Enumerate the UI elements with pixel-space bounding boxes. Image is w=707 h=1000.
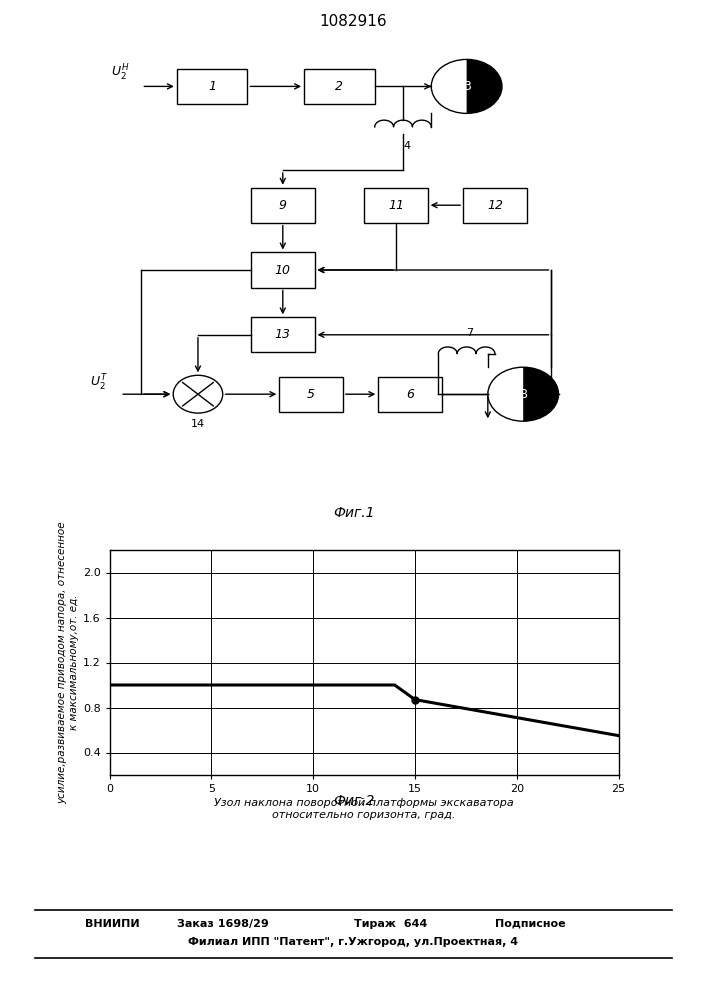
Text: Фиг.2: Фиг.2 <box>333 794 374 808</box>
Text: ВНИИПИ: ВНИИПИ <box>85 919 139 929</box>
Text: 6: 6 <box>406 388 414 401</box>
Text: Подписное: Подписное <box>495 919 566 929</box>
Bar <box>251 188 315 223</box>
Bar <box>279 377 343 412</box>
Polygon shape <box>467 59 502 113</box>
Circle shape <box>431 59 502 113</box>
Text: 1082916: 1082916 <box>320 14 387 29</box>
Text: 10: 10 <box>275 263 291 276</box>
Text: 4: 4 <box>403 141 410 151</box>
Text: 7: 7 <box>467 328 474 338</box>
Circle shape <box>488 367 559 421</box>
Text: 9: 9 <box>279 199 287 212</box>
Polygon shape <box>523 367 559 421</box>
Text: Филиал ИПП "Патент", г.Ужгород, ул.Проектная, 4: Филиал ИПП "Патент", г.Ужгород, ул.Проек… <box>189 937 518 947</box>
Bar <box>251 252 315 288</box>
X-axis label: Узол наклона поворотной платформы экскаватора
относительно горизонта, град.: Узол наклона поворотной платформы экскав… <box>214 798 514 820</box>
Text: 13: 13 <box>275 328 291 341</box>
Bar <box>304 69 375 104</box>
Text: $U_{2}^{H}$: $U_{2}^{H}$ <box>111 63 129 83</box>
Bar <box>177 69 247 104</box>
Y-axis label: усилие,развиваемое приводом напора, отнесенное
к максимальному,от. ед.: усилие,развиваемое приводом напора, отне… <box>57 521 78 804</box>
Text: 11: 11 <box>388 199 404 212</box>
Bar <box>463 188 527 223</box>
Text: Фиг.1: Фиг.1 <box>333 506 374 520</box>
Bar <box>364 188 428 223</box>
Text: $U_{2}^{T}$: $U_{2}^{T}$ <box>90 373 108 393</box>
Text: 8: 8 <box>519 388 527 401</box>
Text: 3: 3 <box>462 80 471 93</box>
Text: 14: 14 <box>191 419 205 429</box>
Bar <box>378 377 442 412</box>
Text: 12: 12 <box>487 199 503 212</box>
Text: 5: 5 <box>307 388 315 401</box>
Text: Заказ 1698/29: Заказ 1698/29 <box>177 919 269 929</box>
Text: 1: 1 <box>208 80 216 93</box>
Text: Тираж  644: Тираж 644 <box>354 919 427 929</box>
Circle shape <box>173 375 223 413</box>
Text: 2: 2 <box>335 80 344 93</box>
Bar <box>251 317 315 352</box>
